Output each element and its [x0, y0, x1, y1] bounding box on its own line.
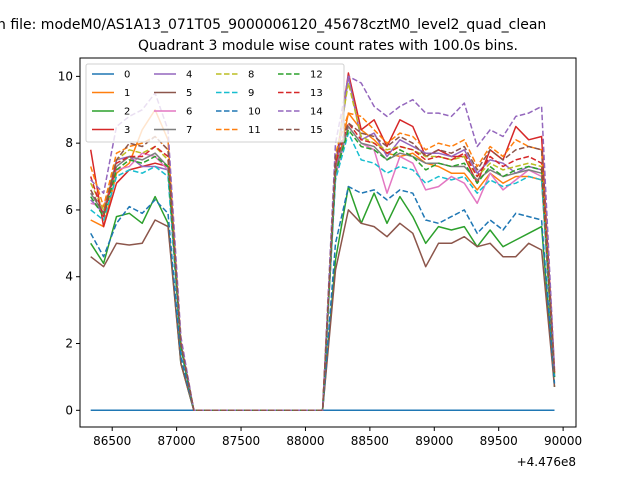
- legend-label: 3: [124, 125, 130, 136]
- suptitle: n file: modeM0/AS1A13_071T05_9000006120_…: [0, 17, 546, 33]
- series-line-2: [90, 185, 556, 412]
- x-tick-label: 87500: [222, 434, 260, 448]
- legend-label: 15: [310, 125, 323, 136]
- x-tick-label: 86500: [93, 434, 131, 448]
- legend-label: 9: [248, 88, 254, 99]
- x-tick-label: 88000: [286, 434, 324, 448]
- y-tick-label: 6: [65, 203, 73, 217]
- axes-frame: [79, 57, 577, 428]
- legend-label: 1: [124, 88, 130, 99]
- series-line-15: [90, 122, 556, 412]
- x-tick-label: 89500: [480, 434, 518, 448]
- x-axis: 86500 87000 87500 88000 88500 89000 89500 90000: [93, 427, 582, 448]
- x-offset-label: +4.476e8: [517, 455, 576, 469]
- legend-label: 13: [310, 88, 323, 99]
- y-tick-label: 2: [65, 337, 73, 351]
- series-layer: [89, 72, 556, 412]
- y-tick-label: 4: [65, 270, 73, 284]
- series-line-5: [90, 209, 556, 412]
- x-tick-label: 90000: [544, 434, 582, 448]
- legend-label: 14: [310, 107, 323, 118]
- y-tick-label: 0: [65, 403, 73, 417]
- legend-label: 12: [310, 70, 323, 81]
- legend-label: 4: [186, 70, 192, 81]
- legend-label: 10: [248, 107, 261, 118]
- x-tick-label: 88500: [351, 434, 389, 448]
- legend-frame: [85, 63, 345, 143]
- x-tick-label: 87000: [158, 434, 196, 448]
- chart-title: Quadrant 3 module wise count rates with …: [138, 38, 518, 54]
- y-axis: 0 2 4 6 8 10: [58, 69, 80, 417]
- legend-label: 7: [186, 125, 192, 136]
- x-tick-label: 89000: [415, 434, 453, 448]
- series-line-12: [90, 129, 556, 412]
- legend-label: 8: [248, 70, 254, 81]
- legend-label: 0: [124, 70, 130, 81]
- legend-label: 11: [248, 125, 261, 136]
- y-tick-label: 8: [65, 136, 73, 150]
- legend-label: 6: [186, 107, 192, 118]
- legend-label: 2: [124, 107, 130, 118]
- y-tick-label: 10: [58, 69, 73, 83]
- legend-label: 5: [186, 88, 192, 99]
- series-line-10: [90, 185, 556, 412]
